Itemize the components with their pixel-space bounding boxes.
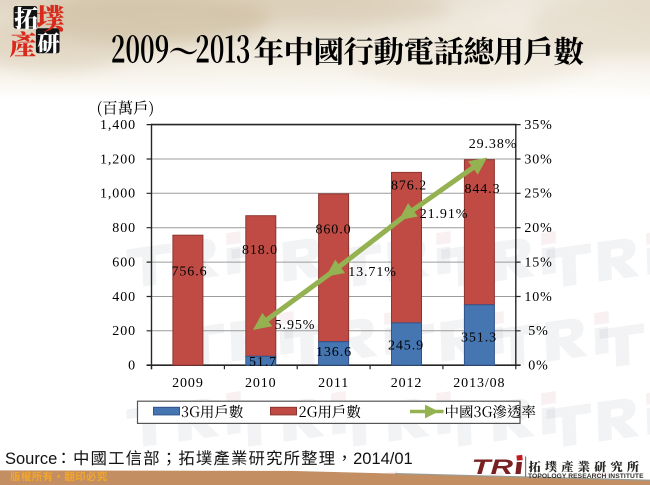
svg-text:600: 600: [112, 255, 136, 270]
svg-text:20%: 20%: [524, 221, 552, 236]
svg-text:30%: 30%: [524, 152, 552, 167]
svg-text:818.0: 818.0: [242, 243, 278, 258]
svg-text:351.3: 351.3: [461, 330, 497, 345]
svg-text:860.0: 860.0: [316, 222, 352, 237]
svg-text:844.3: 844.3: [465, 182, 501, 197]
svg-text:1,400: 1,400: [100, 118, 136, 133]
svg-text:15%: 15%: [524, 255, 552, 270]
svg-text:51.7: 51.7: [249, 355, 277, 370]
svg-text:1,000: 1,000: [100, 187, 136, 202]
svg-text:21.91%: 21.91%: [420, 207, 469, 222]
svg-text:2011: 2011: [318, 376, 349, 391]
svg-text:245.9: 245.9: [388, 338, 424, 353]
svg-text:200: 200: [112, 324, 136, 339]
svg-text:29.38%: 29.38%: [469, 137, 518, 152]
svg-text:0: 0: [128, 359, 136, 374]
svg-text:2009: 2009: [172, 376, 204, 391]
svg-text:35%: 35%: [524, 118, 552, 133]
svg-text:Source: Source: [5, 450, 57, 468]
svg-text:TOPOLOGY RESEARCH INSTITUTE: TOPOLOGY RESEARCH INSTITUTE: [528, 473, 644, 480]
svg-text:400: 400: [112, 290, 136, 305]
svg-text:2014/01: 2014/01: [353, 450, 413, 468]
svg-text:2013/08: 2013/08: [453, 376, 505, 391]
svg-text:876.2: 876.2: [391, 178, 427, 193]
svg-text:2010: 2010: [245, 376, 277, 391]
svg-text:5.95%: 5.95%: [275, 318, 316, 333]
svg-text:1,200: 1,200: [100, 152, 136, 167]
svg-text:756.6: 756.6: [172, 264, 208, 279]
svg-text:0%: 0%: [528, 359, 548, 374]
svg-text:2012: 2012: [391, 376, 423, 391]
svg-text:10%: 10%: [524, 290, 552, 305]
svg-text:13.71%: 13.71%: [348, 265, 397, 280]
svg-text:TR: TR: [472, 455, 514, 479]
svg-text:800: 800: [112, 221, 136, 236]
svg-text:136.6: 136.6: [316, 345, 352, 360]
svg-text:5%: 5%: [528, 324, 548, 339]
svg-text:25%: 25%: [524, 187, 552, 202]
